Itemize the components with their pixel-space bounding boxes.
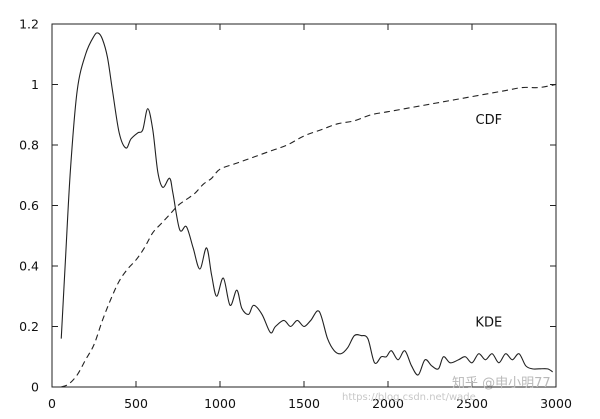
series-lines [60, 32, 557, 388]
series-label-kde: KDE [475, 316, 502, 331]
watermark: https://blog.csdn.net/wade 知乎 @申小明77 [342, 375, 551, 403]
series-line-kde [60, 32, 553, 376]
x-tick-label: 3000 [540, 396, 572, 411]
y-tick-label: 0.6 [19, 198, 39, 213]
x-tick-label: 500 [124, 396, 148, 411]
watermark-url: https://blog.csdn.net/wade [342, 392, 476, 403]
y-tick-label: 1 [31, 77, 39, 92]
y-tick-label: 0.8 [19, 138, 39, 153]
y-tick-label: 0 [31, 380, 39, 395]
watermark-text: 知乎 @申小明77 [452, 375, 551, 391]
series-annotations: CDF KDE [475, 113, 502, 331]
x-tick-label: 2000 [372, 396, 404, 411]
x-tick-label: 0 [48, 396, 56, 411]
x-tick-label: 2500 [456, 396, 488, 411]
y-tick-label: 0.4 [19, 259, 39, 274]
series-line-cdf [61, 83, 557, 388]
x-tick-label: 1500 [288, 396, 320, 411]
series-label-cdf: CDF [476, 113, 503, 128]
y-tick-label: 0.2 [19, 319, 39, 334]
axis-ticks: 0 500 1000 1500 2000 2500 3000 0 0.2 0.4 0.6 0.8 1 1.… [19, 17, 572, 412]
y-tick-label: 1.2 [19, 17, 39, 32]
x-tick-label: 1000 [204, 396, 236, 411]
